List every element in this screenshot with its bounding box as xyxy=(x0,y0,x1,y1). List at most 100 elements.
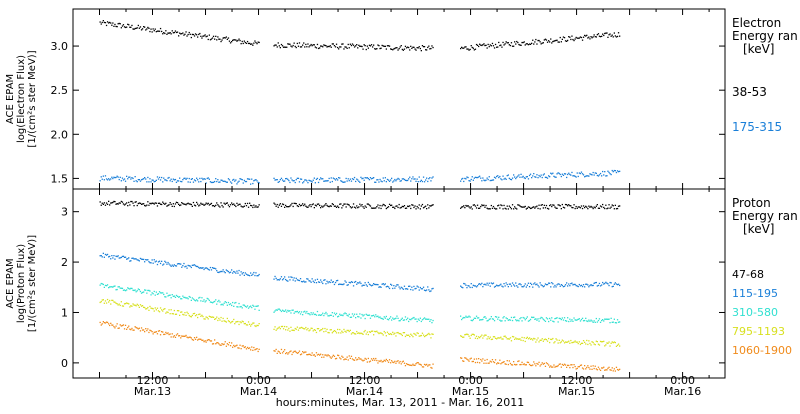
data-point xyxy=(541,176,543,179)
data-point xyxy=(544,320,547,322)
data-point xyxy=(399,360,401,363)
data-point xyxy=(404,335,407,338)
data-point xyxy=(296,42,298,45)
data-point xyxy=(390,48,392,50)
data-point xyxy=(405,47,408,49)
data-point xyxy=(564,364,567,366)
data-point xyxy=(122,289,125,291)
data-point xyxy=(134,27,136,30)
data-point xyxy=(386,285,389,287)
data-point xyxy=(212,316,215,318)
data-point xyxy=(404,179,407,181)
data-point xyxy=(566,204,568,206)
data-point xyxy=(156,307,159,309)
data-point xyxy=(428,45,430,47)
data-point xyxy=(369,331,372,333)
data-point xyxy=(574,207,576,210)
data-point xyxy=(118,286,120,288)
data-point xyxy=(154,28,156,30)
data-point xyxy=(417,362,419,364)
data-point xyxy=(254,274,256,277)
data-point xyxy=(211,343,214,345)
data-point xyxy=(576,285,578,287)
data-point xyxy=(297,205,300,208)
series-115-195 xyxy=(99,252,621,293)
data-point xyxy=(193,179,196,181)
data-point xyxy=(586,34,588,36)
data-point xyxy=(201,297,203,299)
data-point xyxy=(294,202,296,205)
data-point xyxy=(523,363,525,365)
data-point xyxy=(617,205,620,207)
data-point xyxy=(320,279,322,281)
data-point xyxy=(326,355,328,357)
data-point xyxy=(400,363,402,365)
data-point xyxy=(539,365,541,367)
data-point xyxy=(475,43,478,46)
data-point xyxy=(564,341,567,343)
data-point xyxy=(570,364,572,366)
data-point xyxy=(153,181,155,183)
data-point xyxy=(408,320,410,323)
data-point xyxy=(188,295,190,298)
data-point xyxy=(351,313,354,315)
data-point xyxy=(382,360,384,363)
data-point xyxy=(214,205,216,208)
data-point xyxy=(598,207,601,209)
data-point xyxy=(296,205,298,207)
data-point xyxy=(237,320,239,323)
data-point xyxy=(469,207,471,209)
data-point xyxy=(166,180,168,182)
data-point xyxy=(235,179,237,181)
data-point xyxy=(296,177,298,179)
data-point xyxy=(206,203,208,205)
data-point xyxy=(175,31,178,34)
data-point xyxy=(570,320,572,322)
data-point xyxy=(540,43,542,45)
data-point xyxy=(486,47,488,49)
data-point xyxy=(410,180,412,182)
data-point xyxy=(605,369,607,371)
data-point xyxy=(467,285,469,287)
data-point xyxy=(229,345,232,347)
data-point xyxy=(569,342,571,344)
data-point xyxy=(355,317,357,319)
data-point xyxy=(528,174,531,177)
data-point xyxy=(158,176,161,179)
data-point xyxy=(229,303,232,305)
data-point xyxy=(253,346,255,349)
data-point xyxy=(366,45,368,47)
data-point xyxy=(226,181,228,183)
data-point xyxy=(526,207,528,209)
data-point xyxy=(285,352,287,355)
data-point xyxy=(346,356,348,358)
data-point xyxy=(366,361,368,363)
data-point xyxy=(403,319,406,321)
data-point xyxy=(430,366,432,369)
data-point xyxy=(515,207,517,209)
data-point xyxy=(535,176,537,178)
data-point xyxy=(205,316,207,318)
data-point xyxy=(563,285,566,287)
data-point xyxy=(246,178,249,180)
data-point xyxy=(253,42,255,44)
data-point xyxy=(302,182,304,184)
data-point xyxy=(240,271,242,273)
data-point xyxy=(322,354,324,356)
panel-frame-1 xyxy=(72,8,726,190)
data-point xyxy=(119,257,121,259)
data-point xyxy=(155,260,157,262)
data-point xyxy=(588,319,590,321)
data-point xyxy=(544,176,547,178)
data-point xyxy=(102,252,104,254)
data-point xyxy=(616,207,619,210)
data-point xyxy=(402,288,404,290)
data-point xyxy=(465,178,467,180)
data-point xyxy=(227,204,230,206)
data-point xyxy=(566,341,568,343)
data-point xyxy=(527,282,530,284)
data-point xyxy=(188,265,190,267)
data-point xyxy=(324,204,326,206)
data-point xyxy=(220,270,222,273)
data-point xyxy=(285,46,287,48)
